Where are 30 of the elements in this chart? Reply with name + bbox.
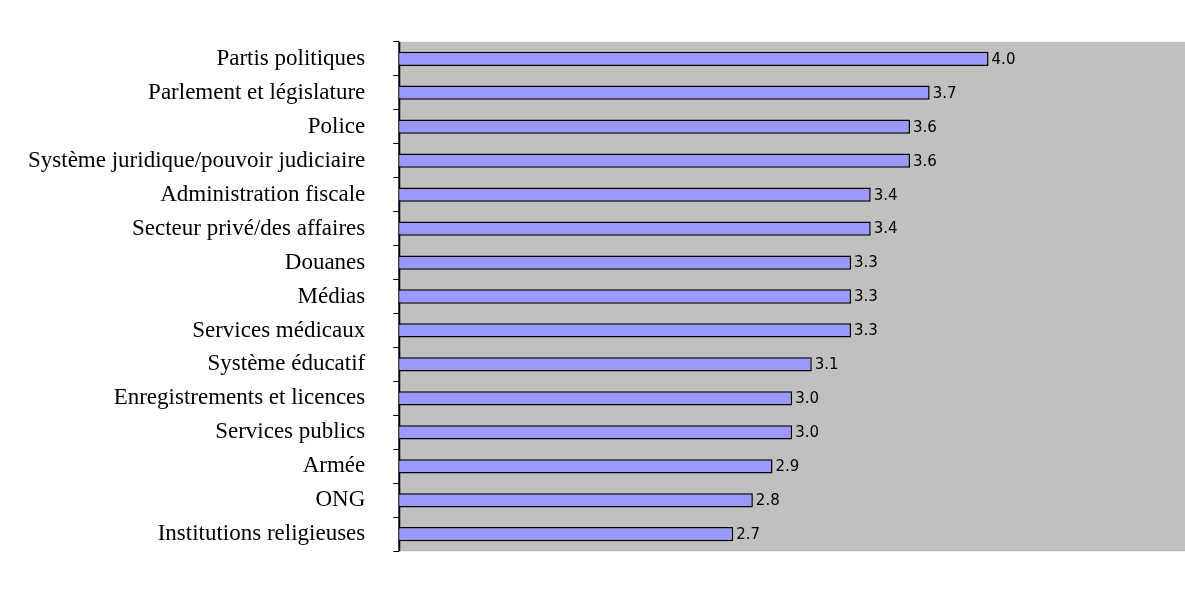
y-tick-label: Système juridique/pouvoir judiciaire — [28, 146, 366, 172]
data-label: 2.7 — [736, 525, 761, 544]
data-label: 3.0 — [795, 389, 819, 408]
data-label: 2.9 — [775, 457, 800, 476]
data-label: 3.1 — [814, 355, 839, 374]
data-label: 4.0 — [991, 49, 1016, 68]
data-label: 3.6 — [912, 151, 937, 170]
y-tick-label: Services médicaux — [192, 316, 366, 342]
y-tick-label: Police — [307, 112, 366, 138]
data-label: 3.3 — [854, 287, 878, 306]
data-label: 3.3 — [854, 253, 878, 272]
y-tick-label: Système éducatif — [207, 350, 366, 376]
y-tick-label: Secteur privé/des affaires — [131, 214, 366, 240]
data-label: 3.0 — [795, 423, 819, 442]
y-tick-label: Armée — [302, 452, 366, 478]
y-tick-label: Médias — [297, 282, 366, 308]
y-tick-label: Services publics — [215, 418, 366, 444]
y-tick-label: Administration fiscale — [160, 180, 366, 206]
y-tick-label: Institutions religieuses — [157, 520, 366, 546]
data-label: 3.4 — [873, 219, 898, 238]
y-tick-label: ONG — [315, 486, 366, 512]
data-label: 3.3 — [854, 321, 878, 340]
y-tick-label: Douanes — [284, 248, 366, 274]
data-label: 2.8 — [755, 491, 780, 510]
data-label: 3.6 — [912, 117, 937, 136]
y-tick-label: Parlement et législature — [148, 78, 366, 104]
data-label: 3.4 — [873, 185, 898, 204]
data-label: 3.7 — [932, 83, 957, 102]
y-tick-label: Partis politiques — [216, 44, 366, 70]
y-tick-label: Enregistrements et licences — [113, 384, 366, 410]
